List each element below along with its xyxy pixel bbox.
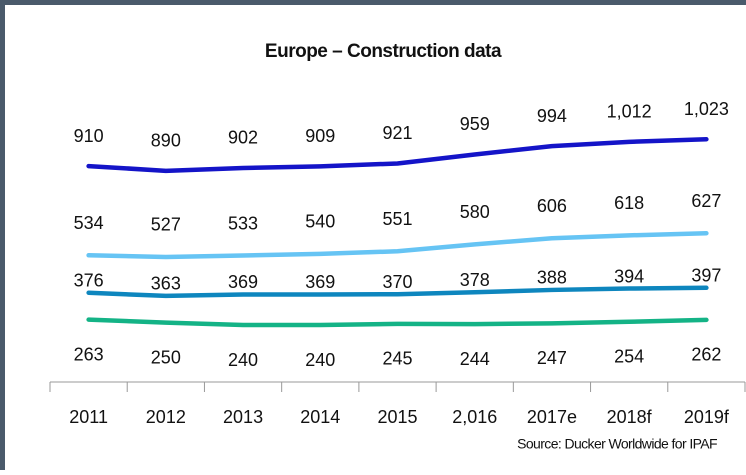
data-label: 910 <box>74 126 104 146</box>
data-label: 627 <box>691 191 721 211</box>
series-line <box>86 285 709 299</box>
data-label: 618 <box>614 193 644 213</box>
data-label: 527 <box>151 215 181 235</box>
data-label: 262 <box>691 345 721 365</box>
chart-background <box>5 5 746 470</box>
x-tick-label: 2,016 <box>452 407 497 427</box>
data-label: 378 <box>460 270 490 290</box>
data-label: 534 <box>74 213 104 233</box>
data-label: 890 <box>151 131 181 151</box>
x-tick-label: 2011 <box>69 407 108 427</box>
data-label: 959 <box>460 114 490 134</box>
x-tick-label: 2013 <box>223 407 263 427</box>
x-tick-label: 2017e <box>527 407 577 427</box>
data-label: 247 <box>537 348 567 368</box>
data-label: 369 <box>228 272 258 292</box>
data-label: 994 <box>537 106 567 126</box>
data-label: 902 <box>228 128 258 148</box>
data-label: 606 <box>537 196 567 216</box>
data-label: 240 <box>305 350 335 370</box>
source-note: Source: Ducker Worldwide for IPAF <box>517 436 717 452</box>
data-label: 388 <box>537 268 567 288</box>
x-tick-label: 2015 <box>377 407 417 427</box>
x-tick-label: 2014 <box>300 407 340 427</box>
x-tick-label: 2019f <box>684 407 730 427</box>
data-label: 540 <box>305 212 335 232</box>
data-label: 1,012 <box>607 102 652 122</box>
data-label: 369 <box>305 272 335 292</box>
data-label: 363 <box>151 274 181 294</box>
data-label: 397 <box>691 266 721 286</box>
data-label: 580 <box>460 202 490 222</box>
data-label: 250 <box>151 347 181 367</box>
data-label: 1,023 <box>684 99 729 119</box>
data-label: 240 <box>228 350 258 370</box>
data-label: 394 <box>614 266 644 286</box>
x-tick-label: 2018f <box>607 407 653 427</box>
data-label: 244 <box>460 349 490 369</box>
data-label: 254 <box>614 346 644 366</box>
series-line <box>86 317 709 328</box>
series-line <box>86 230 709 260</box>
series-line <box>86 137 709 174</box>
chart-title: Europe – Construction data <box>265 41 502 62</box>
data-label: 263 <box>74 344 104 364</box>
data-label: 370 <box>382 272 412 292</box>
x-tick-label: 2012 <box>146 407 186 427</box>
data-label: 376 <box>74 271 104 291</box>
data-label: 245 <box>382 349 412 369</box>
data-label: 551 <box>382 209 412 229</box>
data-label: 909 <box>305 126 335 146</box>
data-label: 921 <box>382 123 412 143</box>
data-label: 533 <box>228 213 258 233</box>
